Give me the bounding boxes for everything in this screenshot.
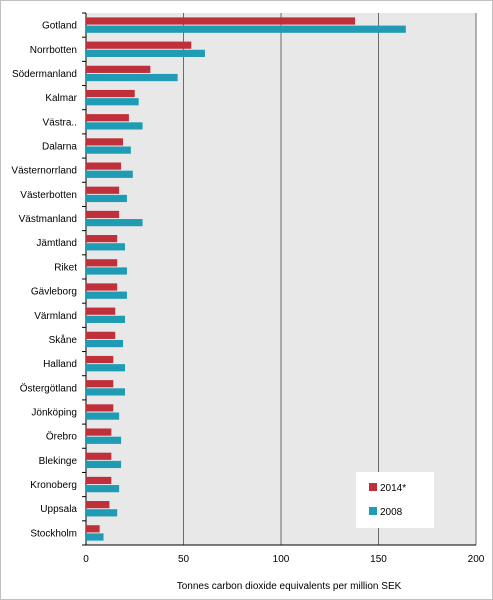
category-label: Halland	[43, 359, 77, 370]
legend-swatch	[369, 507, 377, 515]
bar-2014	[86, 89, 135, 98]
bar-2014	[86, 283, 118, 291]
legend-box	[356, 472, 434, 528]
bar-2014	[86, 65, 151, 73]
bar-2008	[86, 49, 205, 57]
bar-2008	[86, 73, 178, 82]
category-label: Västerbotten	[20, 190, 77, 201]
legend-swatch	[369, 483, 377, 491]
bar-2014	[86, 525, 100, 533]
category-label: Värmland	[34, 311, 77, 322]
bar-2008	[86, 388, 125, 396]
bar-2014	[86, 355, 114, 364]
category-label: Västernorrland	[11, 166, 77, 177]
bar-2014	[86, 114, 129, 122]
category-label: Västmanland	[19, 214, 77, 225]
bar-2008	[86, 412, 120, 420]
bar-2014	[86, 17, 356, 25]
bar-2008	[86, 170, 133, 178]
bar-2014	[86, 476, 112, 485]
category-label: Norrbotten	[30, 45, 77, 56]
x-tick-label: 200	[468, 554, 485, 565]
category-label: Blekinge	[39, 456, 78, 467]
category-label: Södermanland	[12, 69, 77, 80]
category-label: Kalmar	[45, 93, 77, 104]
bar-2008	[86, 509, 118, 517]
bar-2014	[86, 331, 116, 339]
category-label: Kronoberg	[30, 480, 77, 491]
legend-label: 2008	[380, 507, 403, 518]
bar-2008	[86, 194, 127, 203]
x-tick-labels: 0 50 100 150 200	[83, 554, 485, 565]
bar-2014	[86, 186, 120, 194]
category-label: Jämtland	[36, 238, 77, 249]
bar-2008	[86, 436, 122, 444]
bar-2014	[86, 162, 122, 170]
category-label: Gotland	[42, 21, 77, 32]
category-label: Dalarna	[42, 142, 77, 153]
bar-2008	[86, 146, 131, 154]
category-label: Uppsala	[40, 504, 77, 515]
bar-2014	[86, 235, 118, 243]
legend-label: 2014*	[380, 483, 406, 494]
bar-2008	[86, 485, 120, 493]
bar-2008	[86, 267, 127, 275]
category-label: Riket	[54, 262, 77, 273]
bar-2014	[86, 380, 114, 388]
bar-2014	[86, 41, 192, 49]
bar-2008	[86, 291, 127, 299]
bar-2008	[86, 122, 143, 130]
bar-2014	[86, 428, 112, 436]
legend: 2014* 2008	[356, 472, 434, 528]
x-tick-label: 0	[83, 554, 89, 565]
bar-2008	[86, 315, 125, 323]
bar-2014	[86, 404, 114, 412]
bar-2008	[86, 364, 125, 372]
bars	[86, 17, 406, 541]
bar-2008	[86, 219, 143, 227]
bar-2014	[86, 501, 110, 509]
category-label: Östergötland	[20, 382, 77, 394]
bar-2014	[86, 138, 124, 146]
category-label: Västra..	[43, 117, 77, 128]
category-label: Skåne	[49, 334, 78, 346]
bar-2014	[86, 452, 112, 460]
x-tick-label: 50	[178, 554, 190, 565]
x-axis-title: Tonnes carbon dioxide equivalents per mi…	[177, 581, 402, 592]
category-labels: Gotland Norrbotten Södermanland Kalmar Västr…	[11, 21, 77, 540]
x-tick-label: 100	[273, 554, 290, 565]
gridlines	[82, 12, 477, 546]
category-label: Örebro	[46, 431, 78, 443]
bar-2008	[86, 98, 139, 106]
bar-2014	[86, 307, 116, 315]
category-label: Stockholm	[30, 528, 77, 539]
bar-2008	[86, 460, 122, 469]
bar-2008	[86, 339, 124, 348]
bar-2008	[86, 25, 406, 33]
bar-2014	[86, 259, 118, 267]
bar-2014	[86, 210, 120, 219]
bar-2008	[86, 533, 104, 541]
category-label: Gävleborg	[31, 287, 77, 298]
bar-2008	[86, 243, 125, 251]
category-label: Jönköping	[31, 408, 77, 419]
x-tick-label: 150	[370, 554, 387, 565]
